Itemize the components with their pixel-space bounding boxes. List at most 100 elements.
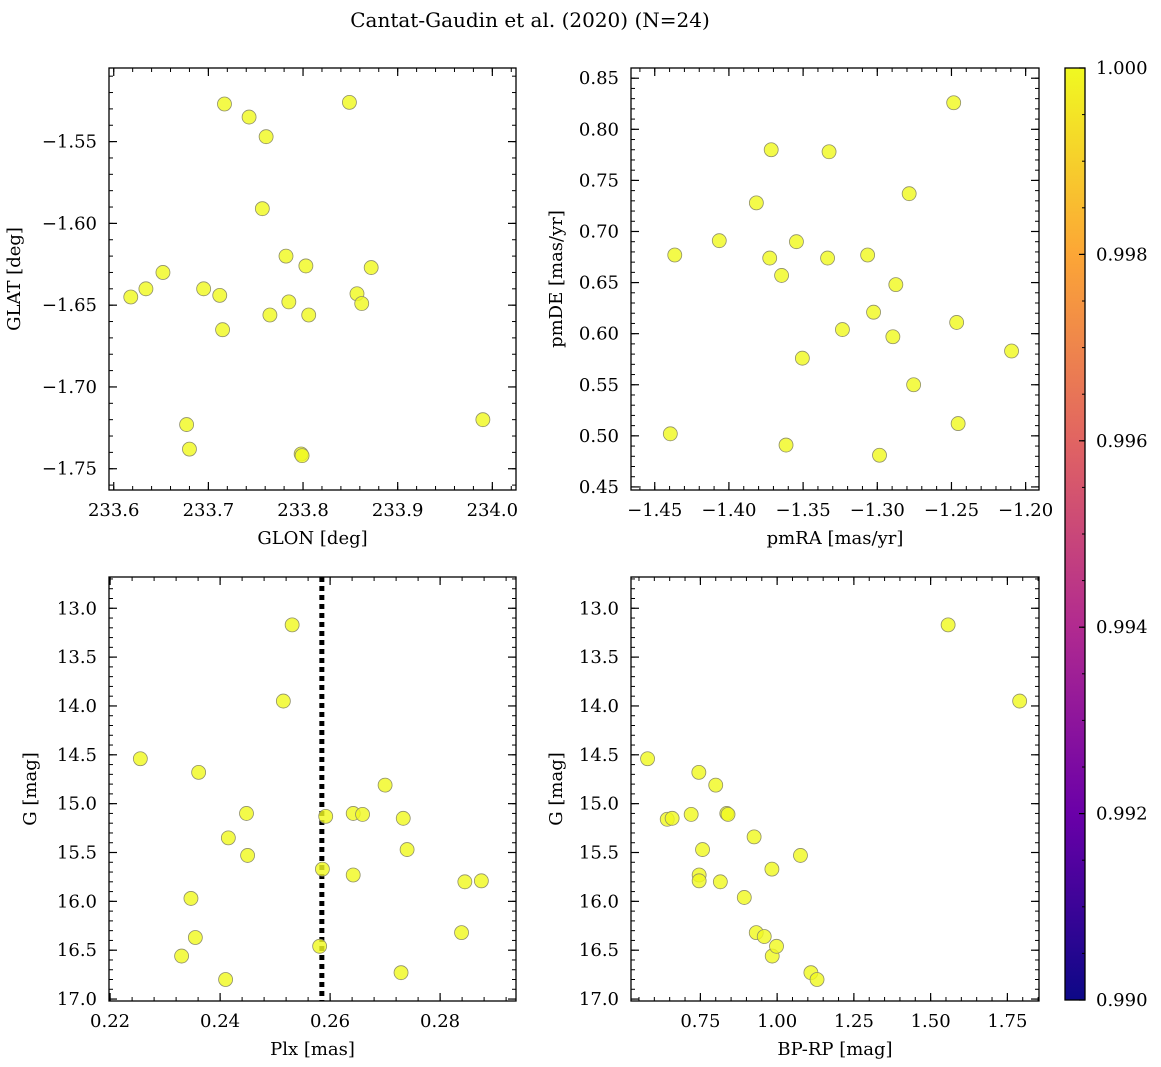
data-point — [314, 861, 330, 877]
data-point — [457, 874, 473, 890]
y-tick-label: 0.65 — [579, 273, 619, 294]
x-axis-label: GLON [deg] — [257, 528, 367, 549]
colorbar: 0.990 0.992 0.994 0.996 0.998 1.000 — [1064, 58, 1148, 1011]
y-tick-label: −1.60 — [42, 213, 97, 234]
data-point — [258, 129, 274, 145]
data-point — [354, 296, 370, 311]
y-tick-label: 13.0 — [579, 598, 619, 619]
x-tick-label: 1.50 — [911, 1011, 951, 1032]
data-point — [174, 948, 190, 964]
data-point — [179, 417, 195, 432]
data-point — [454, 925, 469, 941]
data-point — [885, 329, 901, 345]
data-point — [275, 693, 291, 709]
data-point — [640, 751, 655, 767]
y-tick-label: 0.85 — [579, 68, 619, 89]
figure-title: Cantat-Gaudin et al. (2020) (N=24) — [350, 8, 710, 32]
x-tick-label: 0.26 — [310, 1011, 350, 1032]
x-tick-label: −1.40 — [701, 500, 756, 521]
data-point — [820, 250, 835, 266]
data-point — [217, 96, 232, 112]
x-tick-label: 0.75 — [680, 1011, 720, 1032]
data-point — [138, 281, 154, 297]
x-tick-label: 0.24 — [200, 1011, 240, 1032]
panel-proper-motion: −1.45 −1.40 −1.35 −1.30 −1.25 −1.20 0.45 0.50 0.… — [546, 67, 1053, 549]
data-point — [691, 764, 707, 780]
data-point — [762, 250, 778, 266]
data-point — [475, 412, 491, 428]
data-point — [220, 830, 236, 846]
data-point — [940, 617, 956, 633]
panel-color-magnitude: 0.75 1.00 1.25 1.50 1.75 13.0 13.5 14.0 14.5 15.0… — [546, 576, 1040, 1060]
data-point — [363, 260, 379, 275]
y-axis-label: G [mag] — [546, 752, 567, 825]
data-point — [708, 777, 724, 793]
y-tick-label: 0.55 — [579, 375, 619, 396]
data-point — [906, 377, 922, 393]
data-point — [301, 307, 317, 323]
data-point — [793, 848, 808, 863]
data-point — [342, 94, 357, 110]
x-tick-label: 233.7 — [183, 500, 235, 521]
data-point — [756, 929, 772, 944]
y-tick-label: −1.65 — [42, 295, 97, 316]
data-point — [711, 233, 727, 249]
data-point — [662, 426, 678, 442]
y-tick-label: 0.75 — [579, 170, 619, 191]
data-point — [155, 265, 171, 280]
data-point — [763, 142, 779, 158]
data-point — [215, 322, 230, 338]
data-point — [695, 842, 710, 857]
y-tick-label: 16.0 — [579, 891, 619, 912]
data-point — [809, 972, 825, 987]
data-point — [395, 810, 411, 826]
y-axis-label: G [mag] — [20, 752, 41, 825]
data-point — [399, 842, 415, 857]
data-point — [664, 810, 680, 826]
y-tick-label: 17.0 — [57, 989, 97, 1010]
data-point — [355, 807, 370, 822]
data-point — [712, 874, 728, 890]
data-point — [683, 807, 699, 822]
data-point — [1012, 693, 1028, 709]
x-tick-label: −1.30 — [850, 500, 905, 521]
data-point — [1004, 343, 1019, 359]
panel-parallax-magnitude: 0.22 0.24 0.26 0.28 13.0 13.5 14.0 14.5 15.0 15.5… — [20, 576, 517, 1060]
x-axis-label: Plx [mas] — [270, 1039, 355, 1060]
y-tick-label: 13.0 — [57, 598, 97, 619]
y-tick-label: 0.45 — [579, 477, 619, 498]
y-tick-label: 0.60 — [579, 324, 619, 345]
data-point — [950, 416, 966, 431]
data-point — [132, 751, 148, 767]
data-point — [212, 287, 228, 303]
colorbar-tick-label: 0.992 — [1096, 804, 1148, 825]
y-tick-label: 16.5 — [579, 940, 619, 961]
x-axis-label: BP-RP [mag] — [777, 1039, 892, 1060]
colorbar-tick-label: 0.994 — [1096, 617, 1148, 638]
data-point — [835, 322, 850, 337]
y-tick-label: 0.80 — [579, 119, 619, 140]
colorbar-tick-label: 0.996 — [1096, 431, 1148, 452]
data-point — [872, 447, 887, 463]
data-point — [191, 764, 207, 780]
data-point — [182, 441, 197, 457]
data-point — [196, 281, 212, 297]
data-point — [123, 289, 139, 305]
data-point — [345, 867, 361, 883]
data-point — [748, 195, 764, 211]
y-tick-label: 14.5 — [57, 745, 97, 766]
data-point — [284, 617, 300, 633]
data-point — [691, 873, 707, 889]
data-point — [949, 315, 965, 330]
data-point — [866, 304, 881, 320]
data-point — [183, 891, 199, 906]
data-point — [187, 930, 203, 945]
data-point — [377, 777, 393, 793]
data-point — [473, 873, 489, 889]
data-point — [860, 247, 876, 263]
data-point — [312, 938, 328, 954]
y-tick-label: 16.0 — [57, 891, 97, 912]
x-tick-label: 0.22 — [90, 1011, 130, 1032]
data-point — [746, 829, 762, 845]
